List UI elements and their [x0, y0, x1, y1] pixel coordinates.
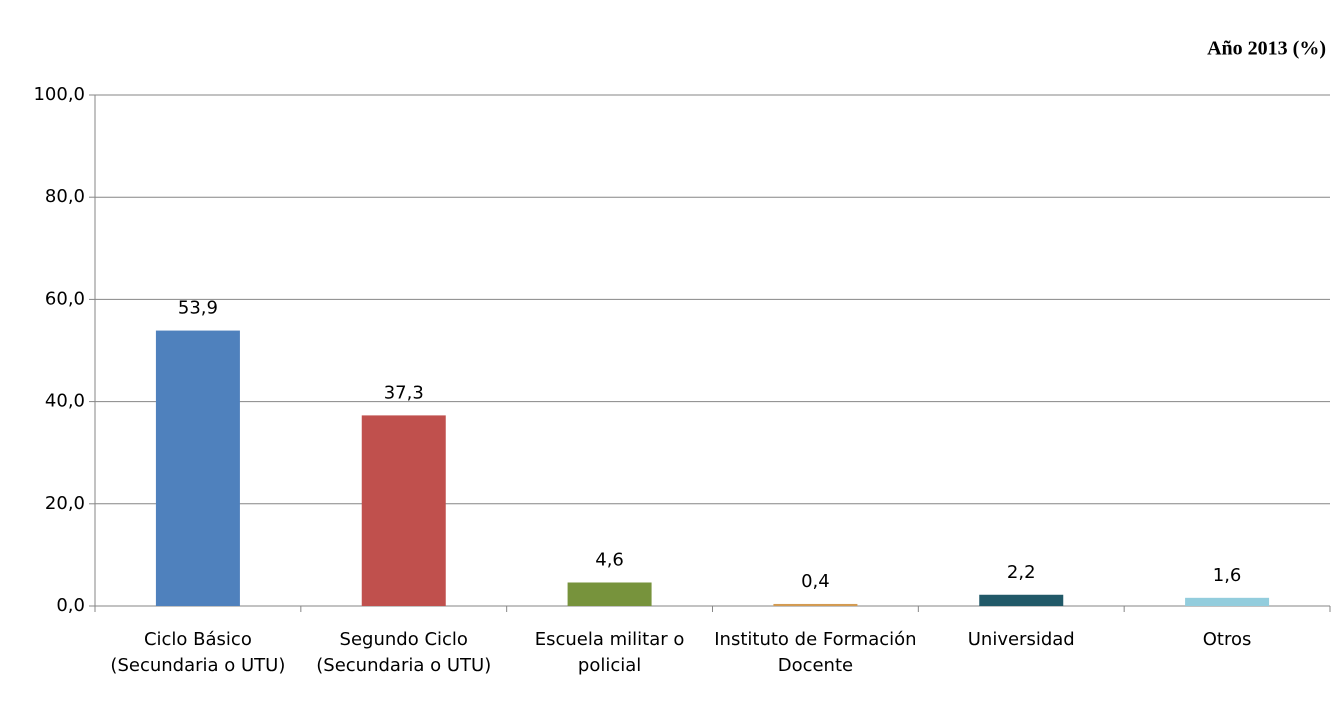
bar	[979, 594, 1064, 606]
y-tick-label: 20,0	[45, 493, 85, 514]
data-label: 53,9	[178, 298, 218, 319]
x-tick-label: Segundo Ciclo (Secundaria o UTU)	[316, 629, 492, 676]
data-label: 2,2	[1007, 562, 1036, 583]
bar	[773, 603, 858, 606]
y-tick-label: 100,0	[33, 84, 85, 105]
data-label: 37,3	[384, 382, 424, 403]
data-label: 1,6	[1213, 565, 1242, 586]
y-tick-label: 40,0	[45, 391, 85, 412]
y-tick-label: 80,0	[45, 186, 85, 207]
x-tick-label: Otros	[1202, 629, 1252, 650]
x-tick-label: Escuela militar o policial	[534, 629, 685, 676]
y-tick-label: 0,0	[56, 595, 85, 616]
chart-title: Año 2013 (%)	[1207, 38, 1326, 60]
x-tick-label: Universidad	[967, 629, 1075, 650]
bar	[567, 582, 652, 606]
bar	[361, 415, 446, 606]
x-tick-label: Ciclo Básico (Secundaria o UTU)	[110, 629, 286, 676]
data-label: 4,6	[595, 549, 624, 570]
bar	[1185, 597, 1270, 606]
x-tick-label: Instituto de Formación Docente	[714, 629, 917, 676]
data-label: 0,4	[801, 571, 830, 592]
y-tick-label: 60,0	[45, 288, 85, 309]
bar	[155, 330, 240, 606]
